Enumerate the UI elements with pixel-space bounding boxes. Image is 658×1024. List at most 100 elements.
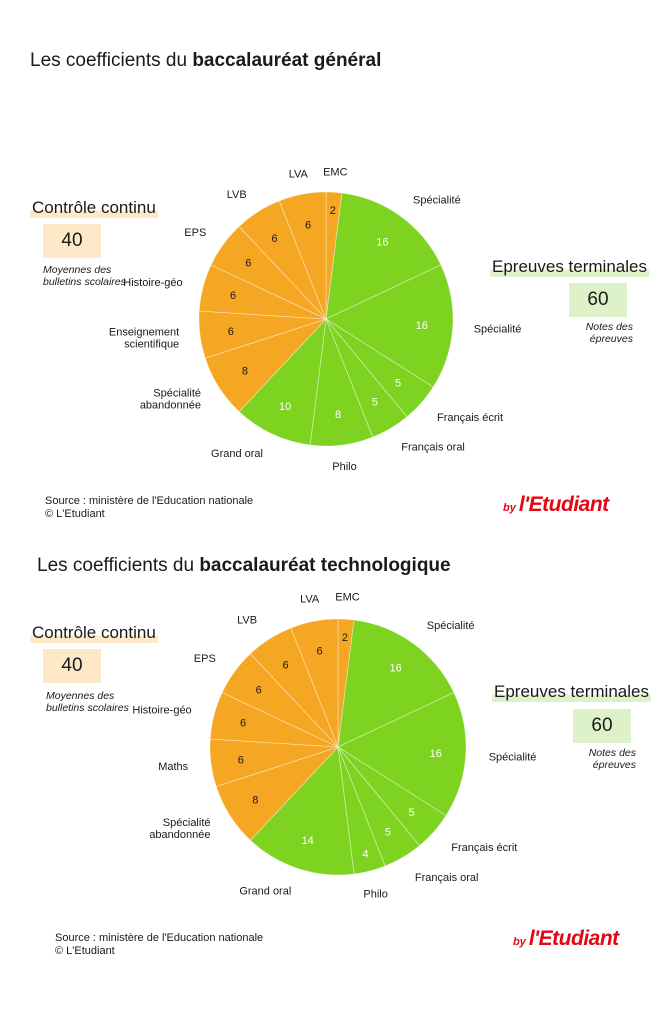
slice-category-label: EMC (323, 166, 348, 178)
slice-value-label: 6 (282, 659, 288, 671)
pie-slice-francais-ecrit (337, 746, 447, 847)
slice-category-label: Français oral (415, 872, 479, 884)
pie-slice-lvb (249, 627, 339, 748)
slice-value-label: 5 (408, 807, 414, 819)
pie-slice-lva (278, 191, 327, 320)
slice-category-label: Français écrit (437, 412, 503, 424)
pie-slice-francais-ecrit (325, 318, 434, 418)
brand-logo: by l'Etudiant (503, 493, 609, 516)
panel-bac-technologique: Les coefficients du baccalauréat technol… (0, 540, 658, 1024)
epreuves-terminales-total: 60 (569, 283, 627, 317)
slice-value-label: 6 (230, 290, 236, 302)
pie-slice-histoire-geo (198, 264, 327, 320)
slice-category-label: Grand oral (239, 886, 291, 898)
slice-value-label: 16 (430, 748, 442, 760)
slice-value-label: 2 (342, 632, 348, 644)
slice-category-label: EPS (184, 227, 206, 239)
slice-value-label: 6 (256, 684, 262, 696)
pie-slice-specialite (325, 264, 454, 388)
slice-value-label: 4 (362, 849, 368, 861)
controle-continu-heading: Contrôle continu (30, 198, 158, 218)
controle-continu-note: Moyennes des bulletins scolaires (43, 264, 126, 288)
slice-value-label: 6 (238, 754, 244, 766)
slice-value-label: 6 (317, 646, 323, 658)
slice-value-label: 10 (279, 401, 291, 413)
source-note: Source : ministère de l'Education nation… (55, 932, 263, 958)
pie-slice-eps (221, 653, 339, 748)
pie-slice-specialite (325, 192, 442, 320)
slice-value-label: 6 (245, 258, 251, 270)
slice-category-label: EPS (194, 653, 216, 665)
pie-slice-francais-oral (325, 318, 408, 438)
pie-slice-specialite-abandonnee (215, 746, 339, 841)
slice-value-label: 8 (335, 409, 341, 421)
slice-value-label: 6 (240, 718, 246, 730)
pie-slice-maths (209, 738, 339, 788)
pie-slice-philo (309, 318, 374, 447)
pie-slice-emc (325, 191, 343, 320)
slice-category-label: Philo (363, 888, 387, 900)
slice-category-label: Français écrit (451, 842, 517, 854)
pie-chart: 2 EMC 16 Spécialité 16 Spécialité 5 Français éc… (132, 591, 537, 900)
slice-value-label: 16 (376, 236, 388, 248)
epreuves-terminales-heading: Epreuves terminales (490, 257, 649, 277)
slice-value-label: 8 (252, 795, 258, 807)
controle-continu-total: 40 (43, 224, 101, 258)
slice-value-label: 5 (372, 397, 378, 409)
slice-category-label: Enseignement scientifique (109, 327, 179, 351)
slice-value-label: 2 (330, 205, 336, 217)
slice-category-label: LVB (227, 189, 247, 201)
pie-slice-specialite (337, 619, 455, 748)
source-line: Source : ministère de l'Education nation… (55, 932, 264, 944)
slice-category-label: Philo (332, 461, 356, 473)
slice-category-label: Spécialité abandonnée (149, 817, 210, 841)
pie-slice-eps (210, 225, 327, 320)
pie-slice-emc (337, 618, 355, 748)
slice-category-label: Maths (158, 761, 188, 773)
slice-category-label: Français oral (401, 441, 465, 453)
epreuves-terminales-note: Notes des épreuves (585, 321, 633, 345)
copyright-line: © L'Etudiant (45, 508, 105, 520)
pie-slice-specialite-abandonnee (204, 318, 327, 413)
slice-category-label: Histoire-géo (123, 277, 182, 289)
pie-slice-francais-oral (337, 746, 421, 867)
brand-logo: by l'Etudiant (513, 927, 619, 950)
pie-chart: 2 EMC 16 Spécialité 16 Spécialité 5 Français éc… (109, 166, 522, 473)
slice-value-label: 6 (272, 233, 278, 245)
slice-value-label: 6 (305, 220, 311, 232)
slice-value-label: 5 (395, 378, 401, 390)
slice-category-label: Spécialité (489, 752, 537, 764)
chart-title: Les coefficients du baccalauréat technol… (37, 555, 451, 576)
slice-category-label: Spécialité abandonnée (140, 387, 201, 411)
slice-value-label: 16 (416, 320, 428, 332)
pie-slice-enseignement-scientifique (198, 310, 327, 359)
controle-continu-heading: Contrôle continu (30, 623, 158, 643)
slice-category-label: LVA (289, 169, 309, 181)
epreuves-terminales-heading: Epreuves terminales (492, 682, 651, 702)
slice-category-label: Spécialité (427, 620, 475, 632)
slice-value-label: 14 (302, 835, 314, 847)
slice-category-label: Histoire-géo (132, 704, 191, 716)
pie-slice-specialite (337, 691, 467, 817)
slice-value-label: 5 (385, 826, 391, 838)
pie-slice-grand-oral (238, 317, 327, 446)
pie-slice-philo (337, 746, 386, 875)
controle-continu-total: 40 (43, 649, 101, 683)
slice-category-label: Spécialité (413, 194, 461, 206)
slice-value-label: 8 (242, 365, 248, 377)
slice-category-label: LVB (237, 615, 257, 627)
pie-slice-histoire-geo (209, 691, 339, 748)
slice-category-label: Grand oral (211, 448, 263, 460)
slice-category-label: Spécialité (474, 323, 522, 335)
epreuves-terminales-total: 60 (573, 709, 631, 743)
controle-continu-note: Moyennes des bulletins scolaires (46, 690, 129, 714)
pie-slice-grand-oral (249, 746, 355, 876)
epreuves-terminales-note: Notes des épreuves (588, 747, 636, 771)
slice-category-label: LVA (300, 594, 320, 606)
source-line: Source : ministère de l'Education nation… (45, 495, 254, 507)
source-note: Source : ministère de l'Education nation… (45, 495, 253, 521)
chart-title: Les coefficients du baccalauréat général (30, 50, 382, 71)
pie-slice-lvb (238, 200, 327, 320)
slice-value-label: 16 (389, 663, 401, 675)
panel-bac-general: Les coefficients du baccalauréat général… (30, 50, 649, 521)
